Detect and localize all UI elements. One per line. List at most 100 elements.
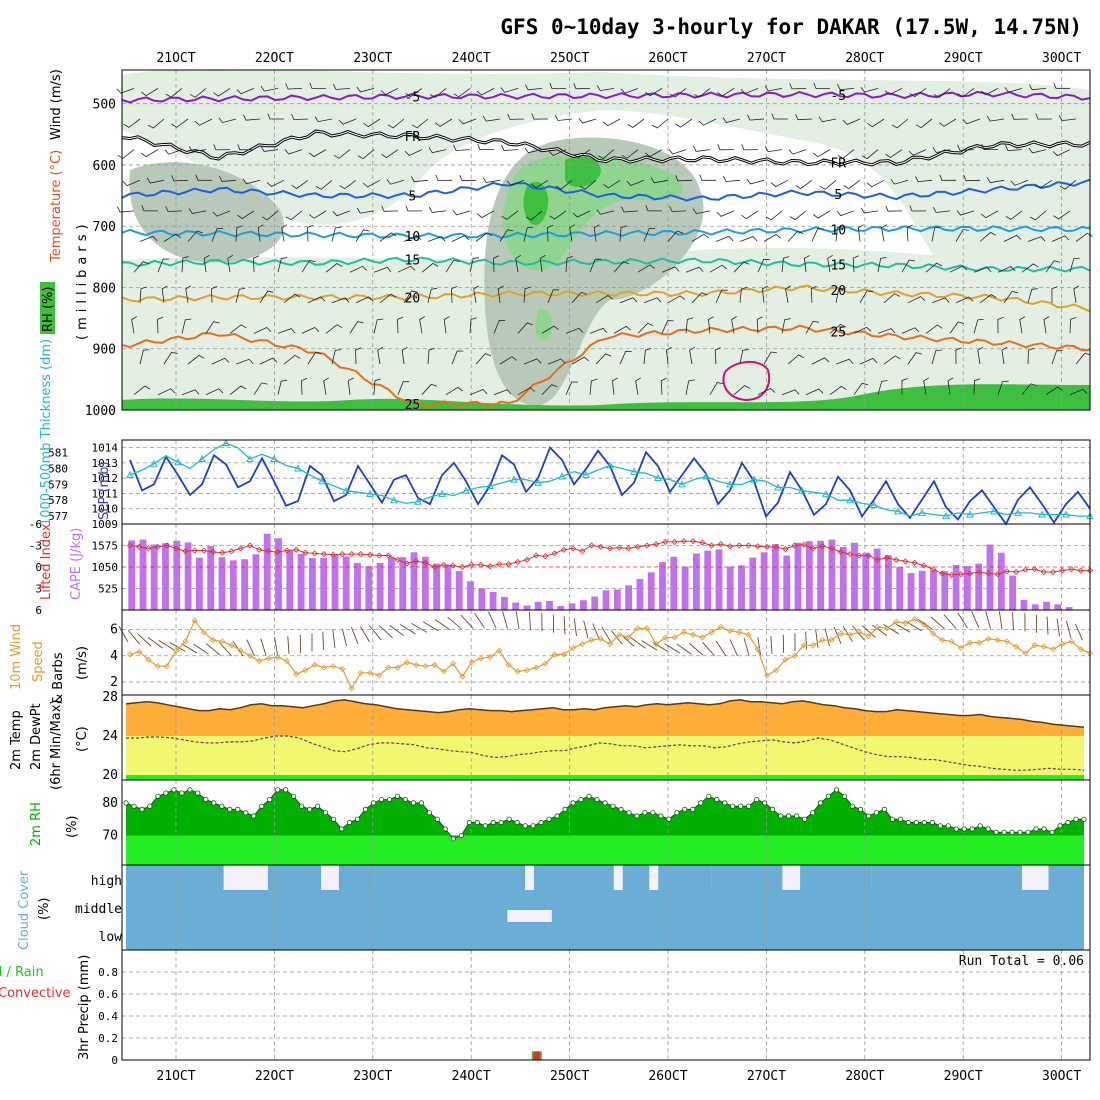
date-label-bottom: 30OCT	[1042, 1069, 1081, 1084]
li-marker	[883, 554, 890, 561]
wind10-barb	[434, 619, 451, 631]
wind10-marker	[302, 667, 309, 674]
wind10-barb	[729, 639, 738, 657]
rh2m-marker	[634, 813, 640, 819]
rh2m-marker	[985, 826, 991, 832]
rh2m-marker	[1025, 829, 1031, 835]
temp2m-line	[125, 699, 1085, 728]
wind-barb	[962, 118, 981, 125]
li-marker	[533, 552, 540, 559]
li-marker	[403, 560, 410, 567]
precip-tick: 0.8	[98, 966, 118, 979]
wind-barb	[140, 149, 159, 158]
li-marker	[136, 543, 143, 550]
wind-barb	[427, 347, 435, 365]
thickness-marker	[294, 464, 302, 472]
rh2m-marker	[498, 819, 504, 826]
li-marker	[726, 543, 734, 550]
wind-barb	[397, 265, 416, 273]
wind-barb	[338, 118, 357, 125]
wind10-marker	[293, 671, 300, 678]
wind-barb	[877, 257, 887, 273]
wind-barb	[692, 208, 711, 215]
wind-barb	[429, 88, 447, 98]
wind10-barb	[193, 643, 209, 655]
thickness-marker	[870, 500, 878, 508]
wind-barb	[859, 290, 874, 304]
wind10-marker	[726, 627, 734, 634]
precip-tick: 0.2	[98, 1032, 118, 1045]
wind-barb	[453, 144, 471, 151]
wind10-marker	[948, 638, 955, 645]
cape-bar	[557, 605, 565, 610]
wind-barb	[643, 297, 662, 304]
li-marker	[865, 552, 872, 559]
li-marker	[366, 551, 374, 558]
wind-barb	[901, 327, 920, 334]
cloud-layer-label: high	[91, 874, 122, 889]
wind-barb	[131, 316, 138, 334]
wind10-barb	[861, 625, 876, 638]
wind-barb	[1059, 179, 1077, 190]
wind-barb	[331, 297, 350, 304]
wind-barb	[515, 254, 522, 273]
li-tick: 3	[35, 583, 42, 596]
wind10-barb	[260, 638, 267, 656]
wind10-marker	[699, 634, 706, 641]
thickness-marker	[486, 481, 494, 489]
cape-bar	[659, 562, 666, 610]
wind-barb	[301, 377, 308, 395]
wind-barb	[507, 113, 525, 120]
wind-barb	[861, 149, 879, 160]
wind-barb	[781, 256, 790, 273]
li-marker	[662, 538, 669, 545]
wind10-barb	[583, 620, 589, 639]
wind-barb	[1069, 388, 1088, 396]
wind-barb	[171, 175, 189, 182]
li-tick: -3	[29, 540, 42, 553]
wind-barb	[835, 358, 854, 365]
wind10-marker	[246, 652, 254, 659]
wind10-marker	[145, 656, 152, 663]
wind-barb	[891, 118, 909, 129]
wind-barb	[405, 205, 423, 212]
cape-bar	[444, 565, 452, 610]
rh2m-marker	[610, 803, 616, 809]
wind10-marker	[542, 660, 549, 667]
cape-label: CAPE (J/kg)	[69, 528, 84, 600]
rh2m-marker	[722, 800, 728, 806]
li-marker	[939, 570, 946, 577]
wind-barb	[524, 147, 543, 154]
precip-tick: 0.4	[98, 1010, 118, 1023]
cape-bar	[1009, 575, 1016, 610]
cape-bar	[421, 556, 429, 610]
wind-barb	[1035, 113, 1053, 120]
li-marker	[856, 552, 863, 559]
cape-bar	[647, 572, 655, 610]
rh2m-marker	[426, 810, 432, 816]
cape-tick: 1575	[92, 540, 119, 553]
li-marker	[773, 543, 780, 550]
wind10-barb	[985, 610, 991, 629]
wind-barb	[827, 254, 833, 273]
rh2m-marker	[338, 826, 345, 832]
wind-barb	[541, 384, 558, 395]
wind-barb	[497, 285, 504, 303]
li-marker	[302, 549, 309, 556]
li-marker	[911, 559, 918, 566]
wind-barb	[675, 175, 693, 182]
wind10-barb	[118, 626, 129, 643]
wind-barb	[955, 296, 974, 304]
cape-bar	[150, 544, 158, 610]
wind10-marker	[173, 647, 180, 654]
wind-barb	[356, 207, 375, 214]
rh2m-marker	[905, 819, 912, 826]
wind-barb	[253, 382, 268, 395]
li-marker	[191, 547, 198, 554]
wind10-barb	[917, 619, 934, 631]
wind-barb	[259, 290, 274, 304]
wind-barb	[795, 114, 813, 121]
wind-barb	[733, 385, 751, 396]
wind-barb	[955, 229, 970, 242]
wind-barb	[499, 229, 514, 242]
